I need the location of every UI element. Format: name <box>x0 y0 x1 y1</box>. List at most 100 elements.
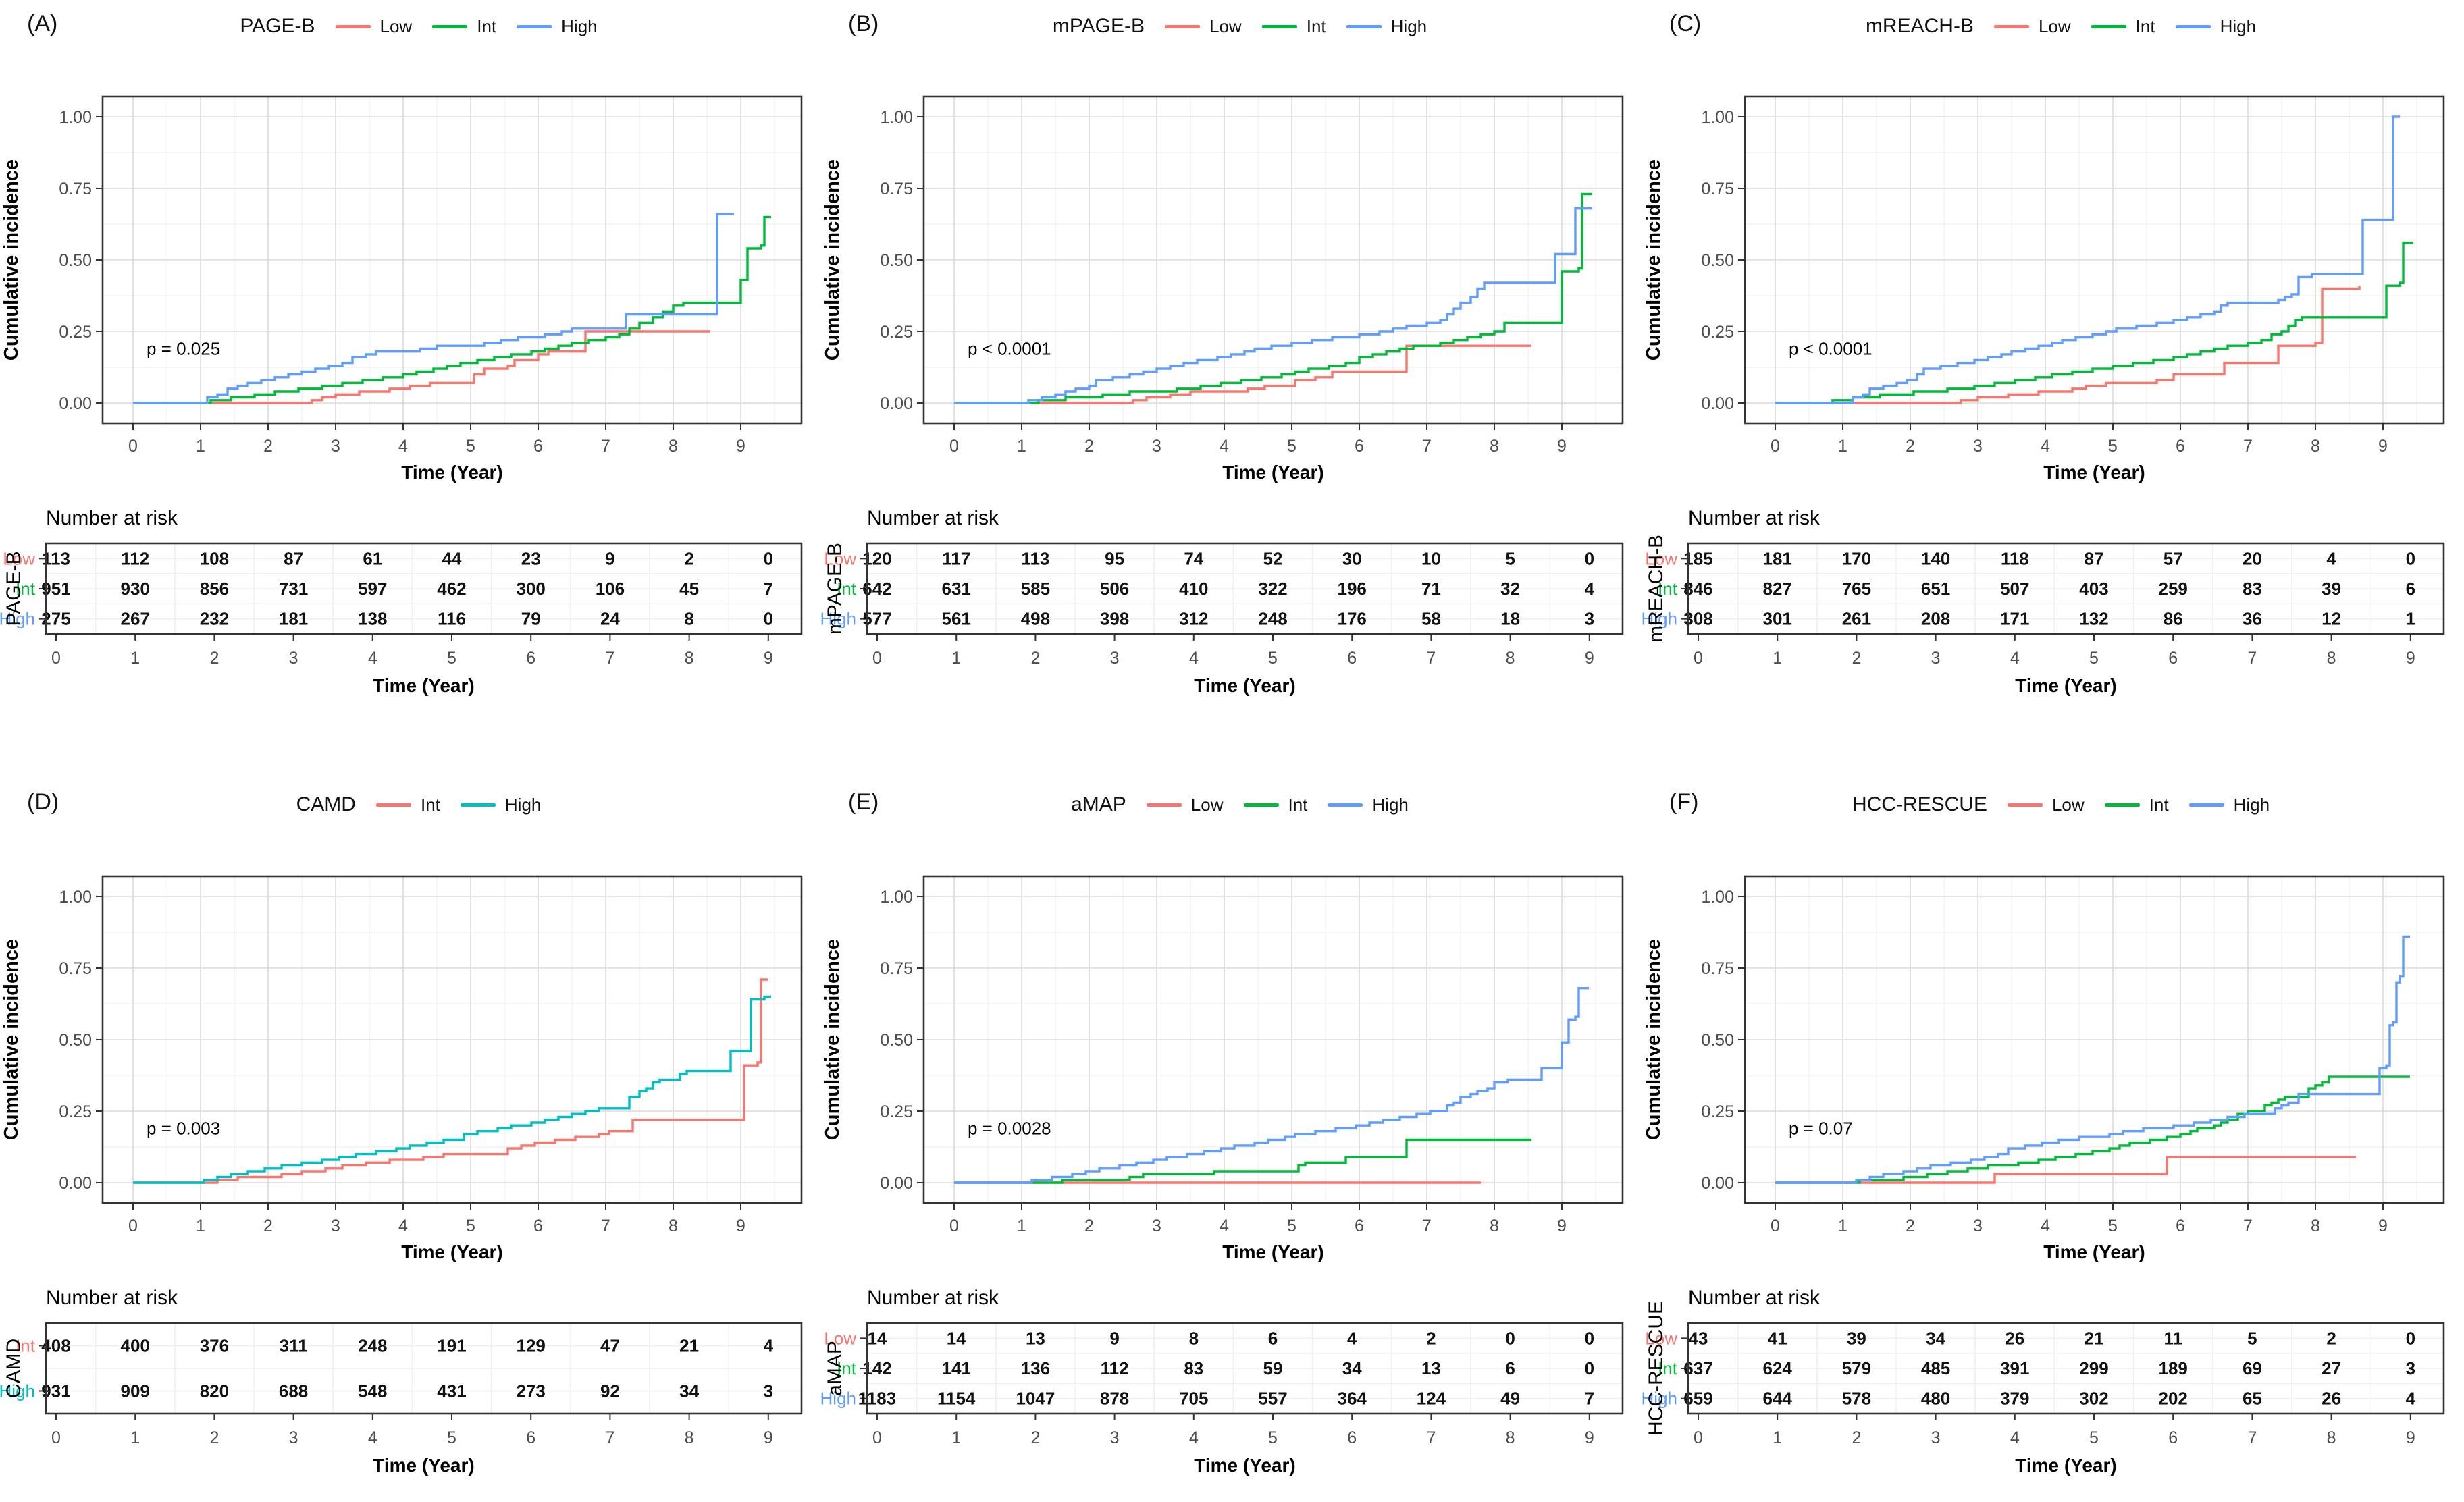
risk-count: 322 <box>1258 579 1287 599</box>
panel-letter: (F) <box>1669 789 1699 815</box>
pvalue-annotation: p = 0.003 <box>147 1118 220 1138</box>
risk-x-tick-label: 1 <box>951 1428 961 1447</box>
risk-count: 4 <box>764 1336 774 1356</box>
legend-line-icon <box>432 24 468 28</box>
risk-count: 364 <box>1338 1389 1367 1409</box>
x-tick-label: 5 <box>2108 437 2118 456</box>
strip-label: CAMD <box>3 1339 25 1398</box>
risk-count: 301 <box>1763 609 1792 629</box>
x-tick-label: 1 <box>196 437 205 456</box>
panel-letter: (D) <box>27 789 59 815</box>
x-tick-label: 2 <box>263 1216 273 1235</box>
x-tick-label: 5 <box>1287 437 1296 456</box>
risk-row-label: High <box>0 609 35 629</box>
x-tick-label: 1 <box>1017 1216 1026 1235</box>
risk-count: 57 <box>2164 548 2183 568</box>
risk-count: 0 <box>2406 548 2415 568</box>
risk-x-tick-label: 5 <box>1268 649 1278 668</box>
risk-count: 34 <box>1926 1328 1945 1348</box>
risk-count: 79 <box>521 609 541 629</box>
risk-x-tick-label: 4 <box>368 649 377 668</box>
legend-item-high: High <box>2188 795 2270 815</box>
x-tick-label: 9 <box>1557 1216 1567 1235</box>
risk-count: 0 <box>764 548 773 568</box>
x-tick-label: 3 <box>1152 437 1161 456</box>
km-curve-high <box>954 987 1589 1184</box>
risk-count: 731 <box>279 579 308 599</box>
x-tick-label: 0 <box>949 1216 959 1235</box>
risk-x-axis-title: Time (Year) <box>373 1455 474 1476</box>
panel-header: aMAP Low Int High <box>862 793 1618 816</box>
legend-label: Low <box>2038 16 2071 36</box>
panel-title: PAGE-B <box>240 15 315 37</box>
risk-count: 9 <box>1109 1328 1119 1348</box>
risk-count: 87 <box>2085 548 2104 568</box>
risk-count: 83 <box>2243 579 2262 599</box>
risk-count: 21 <box>2085 1328 2104 1348</box>
x-tick-label: 7 <box>601 1216 610 1235</box>
risk-x-axis-title: Time (Year) <box>1194 1455 1295 1476</box>
legend: Int High <box>375 794 541 815</box>
risk-count: 12 <box>2322 609 2341 629</box>
risk-x-tick-label: 7 <box>605 649 614 668</box>
risk-x-tick-label: 9 <box>1585 649 1594 668</box>
risk-x-tick-label: 1 <box>1773 1428 1782 1447</box>
y-tick-label: 0.75 <box>1701 180 1734 198</box>
km-curve-int <box>954 1138 1531 1184</box>
panel-title: mREACH-B <box>1865 15 1974 37</box>
y-tick-label: 0.75 <box>59 959 92 978</box>
risk-x-tick-label: 2 <box>1852 1428 1861 1447</box>
x-tick-label: 4 <box>398 437 408 456</box>
x-tick-label: 2 <box>1906 1216 1915 1235</box>
x-tick-label: 8 <box>2311 1216 2320 1235</box>
y-axis-title: Cumulative incidence <box>822 939 843 1140</box>
panel-title: mPAGE-B <box>1052 15 1145 37</box>
risk-count: 95 <box>1105 548 1124 568</box>
x-tick-label: 0 <box>128 437 138 456</box>
risk-x-tick-label: 2 <box>1030 1428 1040 1447</box>
legend-label: Int <box>477 16 497 36</box>
risk-count: 181 <box>1763 548 1792 568</box>
legend-line-icon <box>1328 803 1363 807</box>
risk-count: 480 <box>1921 1389 1950 1409</box>
risk-count: 4 <box>1585 579 1595 599</box>
y-tick-label: 0.00 <box>59 394 92 413</box>
risk-count: 171 <box>2000 609 2029 629</box>
panel-F: (F) HCC-RESCUE Low Int High 0.00 0.25 0.50 0.… <box>1642 751 2463 1502</box>
legend-label: Int <box>420 794 440 815</box>
risk-row-label: Int <box>16 579 36 599</box>
risk-x-tick-label: 3 <box>1110 649 1120 668</box>
legend-line-icon <box>2104 803 2140 807</box>
risk-count: 13 <box>1026 1328 1045 1348</box>
risk-table-header: Number at risk <box>867 1287 999 1309</box>
y-tick-label: 0.75 <box>59 180 92 198</box>
risk-count: 651 <box>1921 579 1950 599</box>
risk-count: 7 <box>764 579 773 599</box>
x-tick-label: 2 <box>263 437 273 456</box>
x-tick-label: 1 <box>1838 1216 1847 1235</box>
panel-letter: (E) <box>848 789 879 815</box>
risk-x-tick-label: 3 <box>1931 1428 1941 1447</box>
legend-label: Low <box>1209 16 1242 36</box>
risk-count: 827 <box>1763 579 1792 599</box>
risk-count: 1 <box>2406 609 2415 629</box>
risk-table-header: Number at risk <box>867 507 999 529</box>
risk-x-tick-label: 0 <box>872 649 882 668</box>
x-tick-label: 5 <box>466 437 475 456</box>
legend-item-int: Int <box>2104 795 2169 815</box>
risk-count: 18 <box>1500 609 1520 629</box>
x-tick-label: 4 <box>1220 437 1229 456</box>
risk-count: 248 <box>1258 609 1287 629</box>
y-tick-label: 0.25 <box>880 323 913 342</box>
risk-count: 578 <box>1842 1389 1871 1409</box>
risk-x-tick-label: 4 <box>368 1428 377 1447</box>
risk-count: 0 <box>1585 1328 1594 1348</box>
risk-x-tick-label: 9 <box>764 1428 773 1447</box>
risk-count: 624 <box>1763 1358 1793 1378</box>
risk-count: 2 <box>2326 1328 2336 1348</box>
x-tick-label: 2 <box>1084 1216 1094 1235</box>
